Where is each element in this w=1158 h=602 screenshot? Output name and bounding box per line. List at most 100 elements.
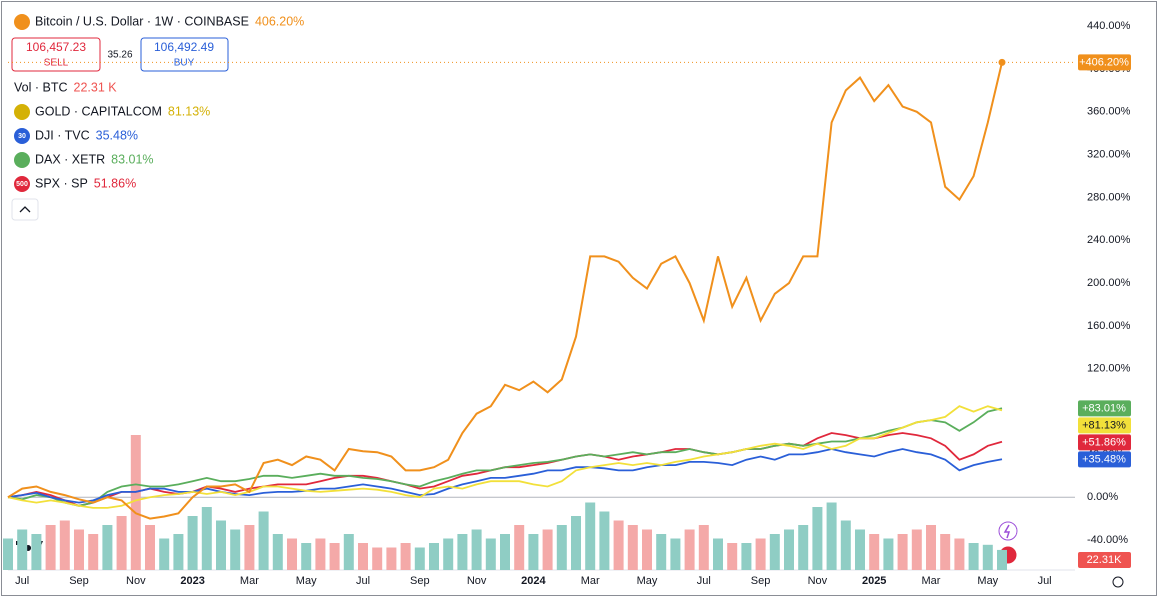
volume-bar [784,529,794,570]
volume-bar [414,547,425,570]
y-tick-label: -40.00% [1087,534,1128,546]
volume-bar [31,534,42,570]
volume-bar [869,534,880,570]
legend-name: GOLD · CAPITALCOM [35,104,162,118]
volume-bar [840,520,851,570]
legend-icon [14,104,30,120]
legend-value: 83.01% [111,152,153,166]
value-tag-label: +83.01% [1082,402,1126,414]
volume-bar [585,502,596,570]
value-tag-label: +35.48% [1082,453,1126,465]
y-tick-label: 240.00% [1087,234,1131,246]
volume-bar [145,525,155,570]
volume-bar [982,544,993,570]
volume-bar [429,543,439,570]
volume-bar [17,529,28,570]
x-tick-label: Sep [751,575,771,587]
series-line [7,62,1003,520]
volume-bar [642,529,652,570]
volume-bar [926,525,936,570]
volume-bar [159,538,170,570]
legend-value: 406.20% [255,14,304,28]
legend-icon [14,152,30,168]
y-tick-label: 200.00% [1087,277,1131,289]
volume-bar [755,538,766,570]
volume-bar [457,534,468,570]
volume-bar [741,543,752,570]
x-tick-label: Nov [126,575,146,587]
volume-bar [485,538,496,570]
volume-bar [670,538,681,570]
value-tag [1078,451,1131,468]
legend-badge: 30 [18,133,26,140]
volume-bar [769,534,780,570]
x-tick-label: Jul [15,575,29,587]
volume-bar [59,520,70,570]
volume-bar [343,534,354,570]
x-tick-label: Sep [410,575,430,587]
volume-bar [400,543,411,570]
legend-name: Bitcoin / U.S. Dollar · 1W · COINBASE [35,14,249,28]
volume-bar [727,543,738,570]
volume-bar [258,511,269,570]
volume-bar [997,549,1007,570]
y-tick-label: 160.00% [1087,320,1131,332]
volume-bar [812,507,823,570]
y-tick-label: 440.00% [1087,20,1131,32]
volume-bar [272,534,283,570]
volume-bar [855,529,865,570]
volume-bar [173,534,184,570]
collapse-button[interactable] [11,198,39,221]
volume-bar [201,507,212,570]
legend-value: 81.13% [168,104,210,118]
x-tick-label: 2025 [862,575,886,587]
volume-bar [287,538,297,570]
legend-value: 51.86% [94,176,136,190]
volume-bar [471,529,482,570]
buy-button[interactable] [140,37,229,72]
volume-bar [102,525,113,570]
series-line [7,448,1003,504]
buy-label: BUY [174,58,195,69]
value-tag-label: +81.13% [1082,419,1126,431]
sell-button[interactable] [11,37,101,72]
volume-bar [798,525,809,570]
legend-value: 22.31 K [74,80,118,94]
settings-icon[interactable] [1112,576,1124,588]
x-tick-label: 2023 [180,575,204,587]
volume-bar [244,525,255,570]
value-tag-label: +406.20% [1079,56,1129,68]
y-tick-label: 0.00% [1087,491,1118,503]
volume-bar [88,534,99,570]
volume-bar [883,538,894,570]
volume-bar [514,525,525,570]
volume-bar [358,543,368,570]
volume-bar [698,525,709,570]
x-tick-label: Sep [69,575,89,587]
spread: 35.26 [107,50,132,61]
x-tick-label: Mar [240,575,259,587]
chevron-icon [19,206,31,213]
volume-bar [3,538,13,570]
volume-bar [315,538,326,570]
value-tag [1078,417,1131,434]
volume-bar [500,534,510,570]
volume-bar [116,516,127,570]
volume-tag [1078,552,1131,568]
series-line [7,407,1003,507]
volume-bar [74,529,84,570]
y-tick-label: 280.00% [1087,191,1131,203]
value-tag [1078,54,1131,71]
legend-icon [14,128,30,144]
icon[interactable] [998,521,1018,541]
x-tick-label: 2024 [521,575,546,587]
volume-bar [599,511,610,570]
x-tick-label: Jul [697,575,711,587]
legend-name: DJI · TVC [35,128,90,142]
volume-bar [45,525,56,570]
volume-bar [130,435,141,570]
volume-bar [713,538,723,570]
legend-name: DAX · XETR [35,152,105,166]
